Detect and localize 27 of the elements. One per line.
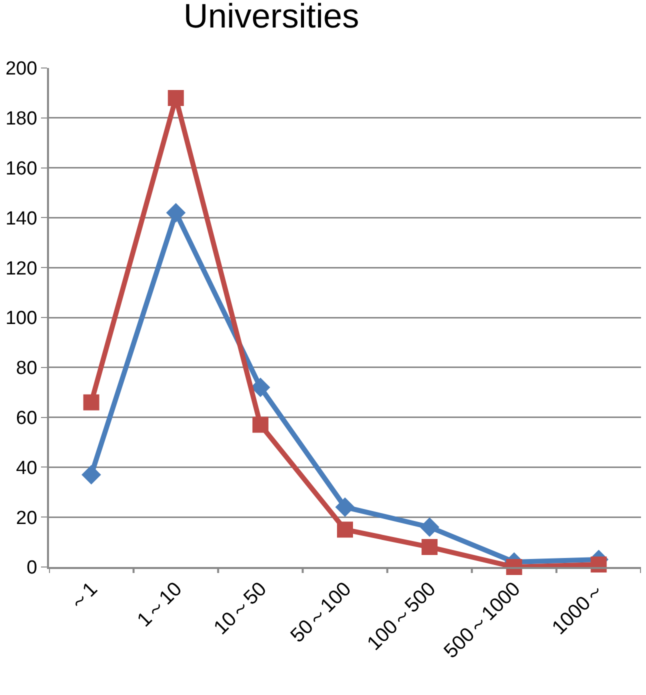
- point: [83, 394, 100, 410]
- point: [82, 464, 102, 484]
- y-tick-label: 20: [16, 508, 38, 529]
- y-tick-label: 160: [5, 158, 38, 180]
- y-tick-label: 180: [5, 108, 38, 130]
- x-tick-label: 100～500: [363, 578, 440, 655]
- y-tick-label: 100: [5, 308, 38, 330]
- point: [420, 517, 440, 537]
- y-tick-label: 120: [5, 258, 38, 280]
- y-tick-label: 60: [16, 408, 38, 429]
- x-tick-label: 50～100: [286, 578, 356, 648]
- point: [168, 90, 184, 106]
- y-tick-label: 80: [16, 358, 38, 380]
- point: [166, 202, 186, 222]
- x-tick-label: ～1: [64, 578, 102, 616]
- x-tick-label: 1～10: [133, 578, 186, 632]
- x-tick-label: 10～50: [210, 578, 272, 640]
- chart-title: Universities: [183, 0, 360, 36]
- y-tick-label: 200: [5, 58, 38, 80]
- point: [337, 522, 353, 538]
- point: [250, 378, 270, 398]
- y-tick-label: 0: [26, 558, 38, 579]
- point: [422, 539, 438, 556]
- point: [252, 416, 268, 433]
- point: [335, 497, 355, 517]
- y-tick-label: 40: [16, 458, 38, 479]
- y-tick-label: 140: [5, 208, 38, 230]
